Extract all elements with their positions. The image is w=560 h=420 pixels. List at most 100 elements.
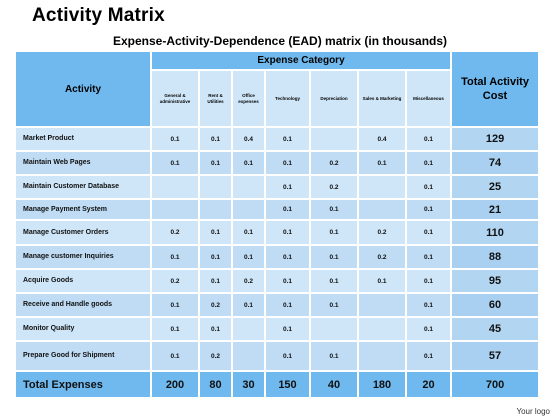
total-expense-cell: 200: [152, 372, 200, 399]
matrix-cell: 0.2: [311, 152, 359, 176]
total-activity-cost-header: Total Activity Cost: [452, 52, 541, 128]
activity-total-cell: 129: [452, 128, 541, 152]
matrix-subtitle: Expense-Activity-Dependence (EAD) matrix…: [112, 34, 448, 48]
matrix-cell: 0.1: [152, 342, 200, 372]
matrix-cell: 0.2: [152, 270, 200, 294]
table-row: Maintain Customer Database 0.1 0.2 0.1 25: [16, 176, 541, 200]
activity-label: Maintain Web Pages: [16, 152, 152, 176]
matrix-cell: [359, 318, 407, 342]
matrix-cell: [233, 176, 266, 200]
matrix-cell: 0.1: [407, 152, 453, 176]
matrix-cell: 0.1: [266, 246, 311, 270]
matrix-cell: 0.1: [311, 200, 359, 221]
matrix-cell: [311, 318, 359, 342]
activity-total-cell: 45: [452, 318, 541, 342]
table-row: Monitor Quality 0.1 0.1 0.1 0.1 45: [16, 318, 541, 342]
matrix-cell: 0.2: [311, 176, 359, 200]
matrix-cell: 0.1: [200, 318, 233, 342]
activity-label: Receive and Handle goods: [16, 294, 152, 318]
matrix-cell: 0.1: [407, 200, 453, 221]
matrix-cell: [200, 200, 233, 221]
matrix-cell: 0.1: [266, 270, 311, 294]
table-row: Manage Customer Orders 0.2 0.1 0.1 0.1 0.1 0.2…: [16, 221, 541, 246]
matrix-cell: 0.1: [200, 221, 233, 246]
activity-label: Prepare Good for Shipment: [16, 342, 152, 372]
activity-total-cell: 57: [452, 342, 541, 372]
matrix-cell: 0.1: [200, 128, 233, 152]
matrix-cell: 0.1: [266, 176, 311, 200]
matrix-cell: [233, 200, 266, 221]
matrix-cell: 0.4: [233, 128, 266, 152]
activity-total-cell: 88: [452, 246, 541, 270]
matrix-cell: [152, 176, 200, 200]
matrix-cell: 0.1: [200, 152, 233, 176]
matrix-cell: 0.1: [266, 318, 311, 342]
column-header-miscellaneous: Miscellaneous: [407, 71, 453, 128]
matrix-cell: 0.1: [152, 294, 200, 318]
total-expense-cell: 80: [200, 372, 233, 399]
matrix-cell: 0.2: [200, 294, 233, 318]
activity-total-cell: 60: [452, 294, 541, 318]
matrix-cell: 0.1: [311, 221, 359, 246]
table-row: Manage Payment System 0.1 0.1 0.1 21: [16, 200, 541, 221]
matrix-cell: 0.1: [407, 342, 453, 372]
matrix-cell: 0.1: [152, 318, 200, 342]
activity-matrix-table: Activity Expense Category Total Activity…: [16, 52, 541, 399]
total-expenses-label: Total Expenses: [16, 372, 152, 399]
activity-label: Manage Customer Orders: [16, 221, 152, 246]
matrix-cell: 0.1: [266, 294, 311, 318]
matrix-cell: 0.1: [407, 246, 453, 270]
matrix-cell: 0.1: [407, 128, 453, 152]
matrix-cell: [152, 200, 200, 221]
column-header-depreciation: Depreciation: [311, 71, 359, 128]
matrix-cell: [200, 176, 233, 200]
total-expense-cell: 30: [233, 372, 266, 399]
matrix-cell: [359, 342, 407, 372]
matrix-cell: 0.2: [152, 221, 200, 246]
table-row: Prepare Good for Shipment 0.1 0.2 0.1 0.1 0.1…: [16, 342, 541, 372]
column-header-rent-utilities: Rent & Utilities: [200, 71, 233, 128]
matrix-cell: 0.1: [311, 342, 359, 372]
matrix-cell: [359, 176, 407, 200]
table-row: Manage customer Inquiries 0.1 0.1 0.1 0.1 0.1…: [16, 246, 541, 270]
matrix-cell: 0.1: [266, 152, 311, 176]
activity-total-cell: 74: [452, 152, 541, 176]
matrix-cell: 0.1: [152, 128, 200, 152]
matrix-cell: 0.1: [233, 294, 266, 318]
grand-total-cell: 700: [452, 372, 541, 399]
matrix-cell: 0.1: [266, 221, 311, 246]
page-title: Activity Matrix: [32, 5, 165, 26]
table-row: Market Product 0.1 0.1 0.4 0.1 0.4 0.1 129: [16, 128, 541, 152]
matrix-cell: 0.2: [200, 342, 233, 372]
matrix-cell: 0.2: [359, 246, 407, 270]
matrix-cell: 0.1: [152, 152, 200, 176]
activity-label: Monitor Quality: [16, 318, 152, 342]
total-expense-cell: 180: [359, 372, 407, 399]
matrix-cell: 0.1: [407, 318, 453, 342]
total-expense-cell: 20: [407, 372, 453, 399]
total-expenses-row: Total Expenses 200 80 30 150 40 180 20 7…: [16, 372, 541, 399]
activity-label: Manage Payment System: [16, 200, 152, 221]
matrix-cell: 0.1: [266, 342, 311, 372]
matrix-cell: 0.1: [233, 246, 266, 270]
matrix-cell: 0.1: [407, 294, 453, 318]
matrix-cell: 0.1: [200, 270, 233, 294]
matrix-cell: 0.2: [359, 221, 407, 246]
table-row: Acquire Goods 0.2 0.1 0.2 0.1 0.1 0.1 0.1 95: [16, 270, 541, 294]
matrix-cell: 0.1: [407, 270, 453, 294]
matrix-cell: [233, 342, 266, 372]
matrix-cell: 0.1: [359, 152, 407, 176]
matrix-cell: 0.1: [200, 246, 233, 270]
column-header-office-expenses: Office expenses: [233, 71, 266, 128]
matrix-body: Market Product 0.1 0.1 0.4 0.1 0.4 0.1 129 Maint…: [16, 128, 541, 372]
matrix-cell: [311, 128, 359, 152]
matrix-cell: 0.1: [407, 221, 453, 246]
matrix-cell: [359, 200, 407, 221]
column-header-sales-marketing: Sales & Marketing: [359, 71, 407, 128]
matrix-cell: 0.1: [311, 270, 359, 294]
matrix-cell: 0.4: [359, 128, 407, 152]
column-header-technology: Technology: [266, 71, 311, 128]
activity-total-cell: 95: [452, 270, 541, 294]
matrix-cell: 0.1: [266, 200, 311, 221]
activity-label: Maintain Customer Database: [16, 176, 152, 200]
